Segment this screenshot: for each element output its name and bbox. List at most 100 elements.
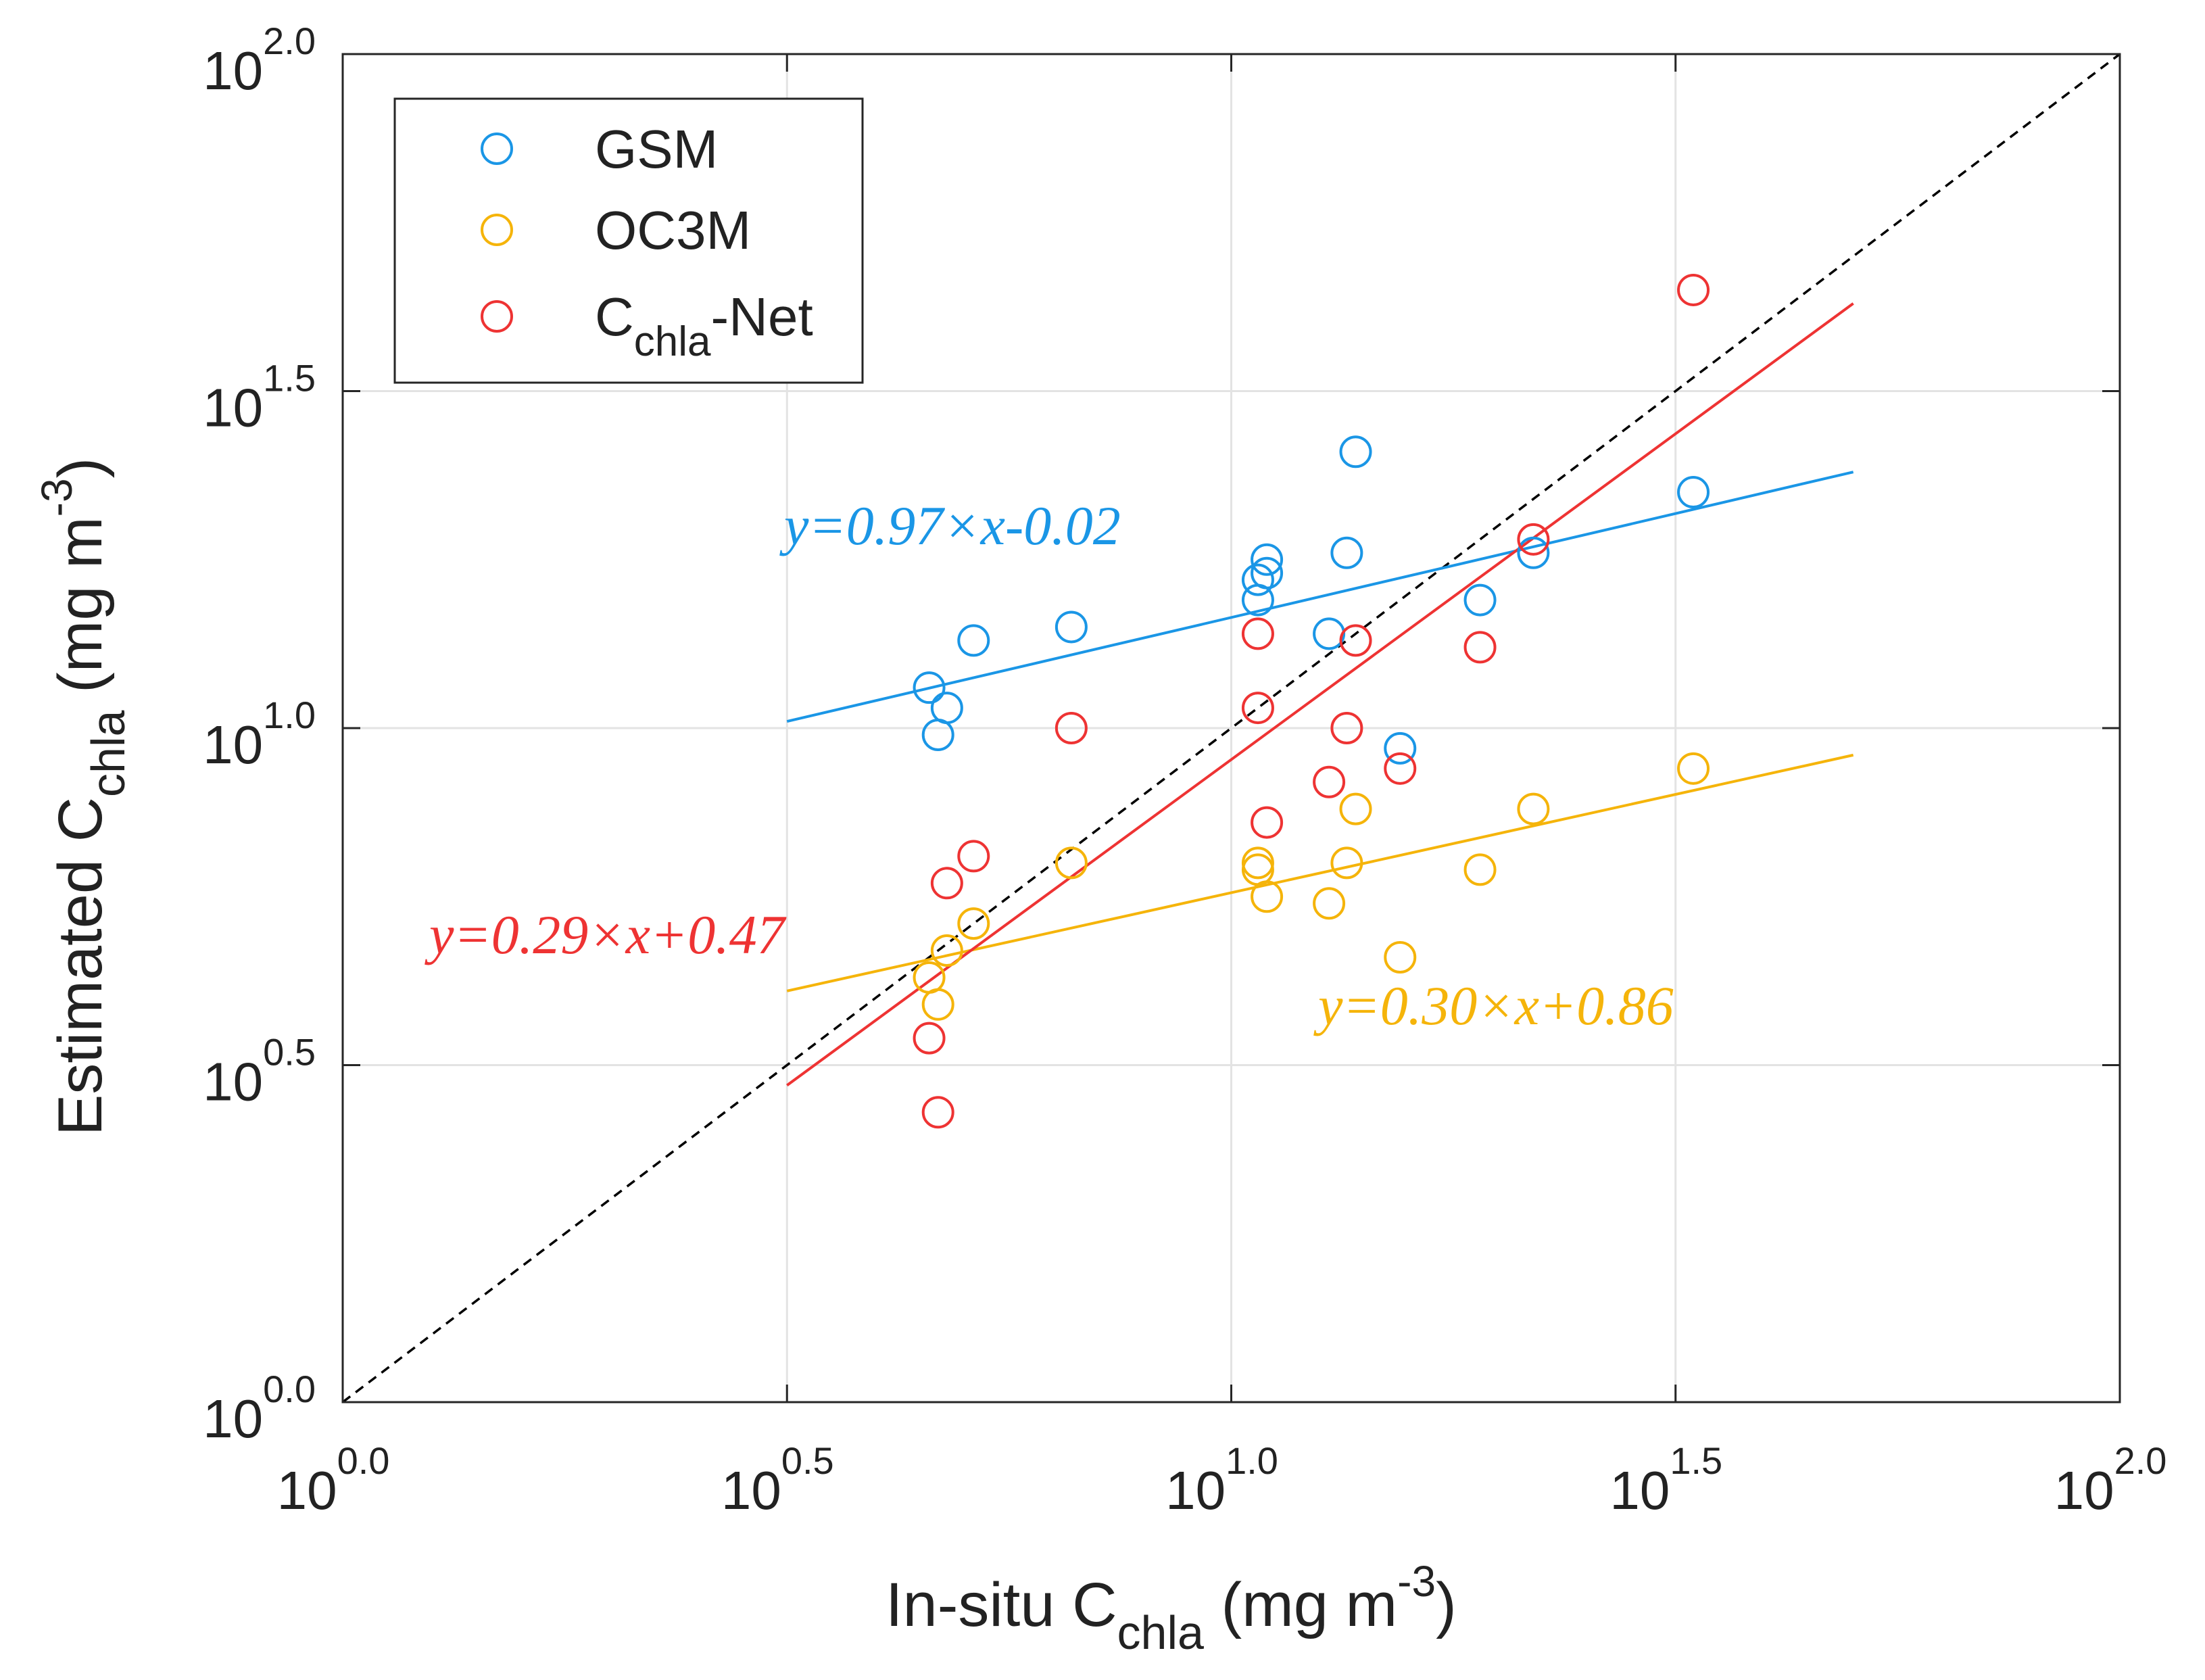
point-gsm <box>957 624 990 657</box>
tick-base: 10 <box>203 41 263 101</box>
point-oc3m <box>921 988 954 1021</box>
point-gsm <box>1241 563 1274 596</box>
tick-exponent: 2.0 <box>263 20 316 62</box>
y-axis-label-main: Estimated C <box>46 797 115 1136</box>
y-tick-label: 101.0 <box>203 694 316 775</box>
data-points <box>913 273 1710 1129</box>
series-gsm <box>913 435 1710 765</box>
tick-exponent: 2.0 <box>2114 1439 2167 1482</box>
point-oc3m <box>957 907 990 940</box>
point-oc3m <box>930 934 963 967</box>
point-gsm <box>1339 435 1372 469</box>
tick-exponent: 0.0 <box>337 1439 390 1482</box>
y-tick-label: 100.5 <box>203 1031 316 1112</box>
x-axis-label-main: In-situ C <box>886 1570 1117 1639</box>
x-axis-label-unit-close: ) <box>1436 1570 1457 1639</box>
legend-label-gsm: GSM <box>595 119 718 179</box>
x-tick-label: 102.0 <box>2054 1439 2167 1520</box>
axis-labels: In-situ Cchla (mg m-3)Estimated Cchla (m… <box>32 458 1457 1659</box>
point-oc3m <box>1517 792 1550 825</box>
tick-base: 10 <box>203 1389 263 1449</box>
tick-base: 10 <box>1609 1460 1670 1520</box>
point-cchla-net <box>913 1022 946 1055</box>
tick-base: 10 <box>203 715 263 775</box>
point-gsm <box>1517 536 1550 569</box>
point-gsm <box>1677 476 1710 509</box>
point-cchla-net <box>1241 692 1274 725</box>
point-cchla-net <box>1251 806 1284 839</box>
tick-base: 10 <box>203 378 263 438</box>
series-cchla-net <box>913 273 1710 1129</box>
fit-lines <box>786 302 1854 1087</box>
legend-label-main: C <box>595 287 634 347</box>
point-gsm <box>913 671 946 704</box>
tick-base: 10 <box>721 1460 781 1520</box>
legend-label-oc3m: OC3M <box>595 200 751 260</box>
equation-oc3m: y=0.30×x+0.86 <box>1313 975 1674 1036</box>
point-cchla-net <box>1339 624 1372 657</box>
y-axis-label-unit-exponent: -3 <box>32 478 81 517</box>
fit-line-oc3m <box>786 753 1854 992</box>
x-axis-label-subscript: chla <box>1117 1606 1204 1659</box>
point-cchla-net <box>1241 617 1274 650</box>
y-tick-label: 102.0 <box>203 20 316 101</box>
point-cchla-net <box>921 1096 954 1129</box>
x-axis-label-unit: (mg m <box>1204 1570 1397 1639</box>
fit-line-cchla-net <box>786 302 1854 1087</box>
y-axis-label-subscript: chla <box>82 710 135 796</box>
equation-gsm: y=0.97×x-0.02 <box>779 495 1121 556</box>
y-axis-label-unit: (mg m <box>46 517 115 710</box>
point-cchla-net <box>1677 273 1710 306</box>
point-oc3m <box>1463 853 1497 886</box>
point-gsm <box>1251 543 1284 576</box>
identity-reference-line <box>341 53 2121 1403</box>
point-gsm <box>1330 536 1363 569</box>
point-oc3m <box>1339 792 1372 825</box>
legend-marker-cchla-net <box>481 300 513 333</box>
point-oc3m <box>1313 887 1346 920</box>
point-oc3m <box>1055 846 1088 880</box>
fit-line-gsm <box>786 471 1854 723</box>
tick-labels: 100.0 100.5 101.0 101.5 102.0100.0100.5101.0… <box>203 20 2166 1520</box>
x-axis-label: In-situ Cchla (mg m-3) <box>886 1557 1457 1659</box>
tick-base: 10 <box>277 1460 337 1520</box>
y-axis-label: Estimated Cchla (mg m-3) <box>32 458 135 1136</box>
tick-exponent: 0.5 <box>781 1439 834 1482</box>
point-cchla-net <box>957 840 990 873</box>
y-tick-label: 101.5 <box>203 357 316 438</box>
x-tick-label: 101.0 <box>1165 1439 1278 1520</box>
tick-exponent: 1.0 <box>263 694 316 736</box>
legend-marker-oc3m <box>481 214 513 246</box>
x-tick-label: 100.0 <box>277 1439 390 1520</box>
point-gsm <box>1251 556 1284 590</box>
tick-exponent: 1.5 <box>263 357 316 400</box>
point-cchla-net <box>1055 712 1088 744</box>
point-cchla-net <box>930 867 963 900</box>
point-cchla-net <box>1330 712 1363 744</box>
legend-label-subscript: chla <box>634 318 711 365</box>
point-cchla-net <box>1313 765 1346 798</box>
legend-label-cchla-net: Cchla-Net <box>595 287 813 365</box>
point-oc3m <box>1384 940 1417 974</box>
point-cchla-net <box>1517 523 1550 556</box>
point-gsm <box>930 692 963 725</box>
tick-exponent: 0.5 <box>263 1031 316 1074</box>
point-cchla-net <box>1384 752 1417 785</box>
axis-ticks <box>341 53 2121 1403</box>
fit-equations: y=0.97×x-0.02 y=0.30×x+0.86 y=0.29×x+0.47 <box>425 495 1674 1036</box>
point-gsm <box>1384 731 1417 765</box>
series-oc3m <box>913 752 1710 1021</box>
point-oc3m <box>1241 846 1274 880</box>
point-oc3m <box>1330 846 1363 880</box>
x-axis-label-unit-exponent: -3 <box>1397 1557 1436 1606</box>
x-tick-label: 101.5 <box>1609 1439 1722 1520</box>
reference-line-1to1 <box>341 53 2121 1403</box>
legend-box <box>393 97 864 384</box>
tick-exponent: 1.5 <box>1670 1439 1722 1482</box>
y-axis-label-unit-close: ) <box>46 458 115 479</box>
tick-base: 10 <box>2054 1460 2114 1520</box>
x-tick-label: 100.5 <box>721 1439 834 1520</box>
tick-base: 10 <box>1165 1460 1226 1520</box>
point-gsm <box>1055 610 1088 644</box>
tick-base: 10 <box>203 1052 263 1112</box>
